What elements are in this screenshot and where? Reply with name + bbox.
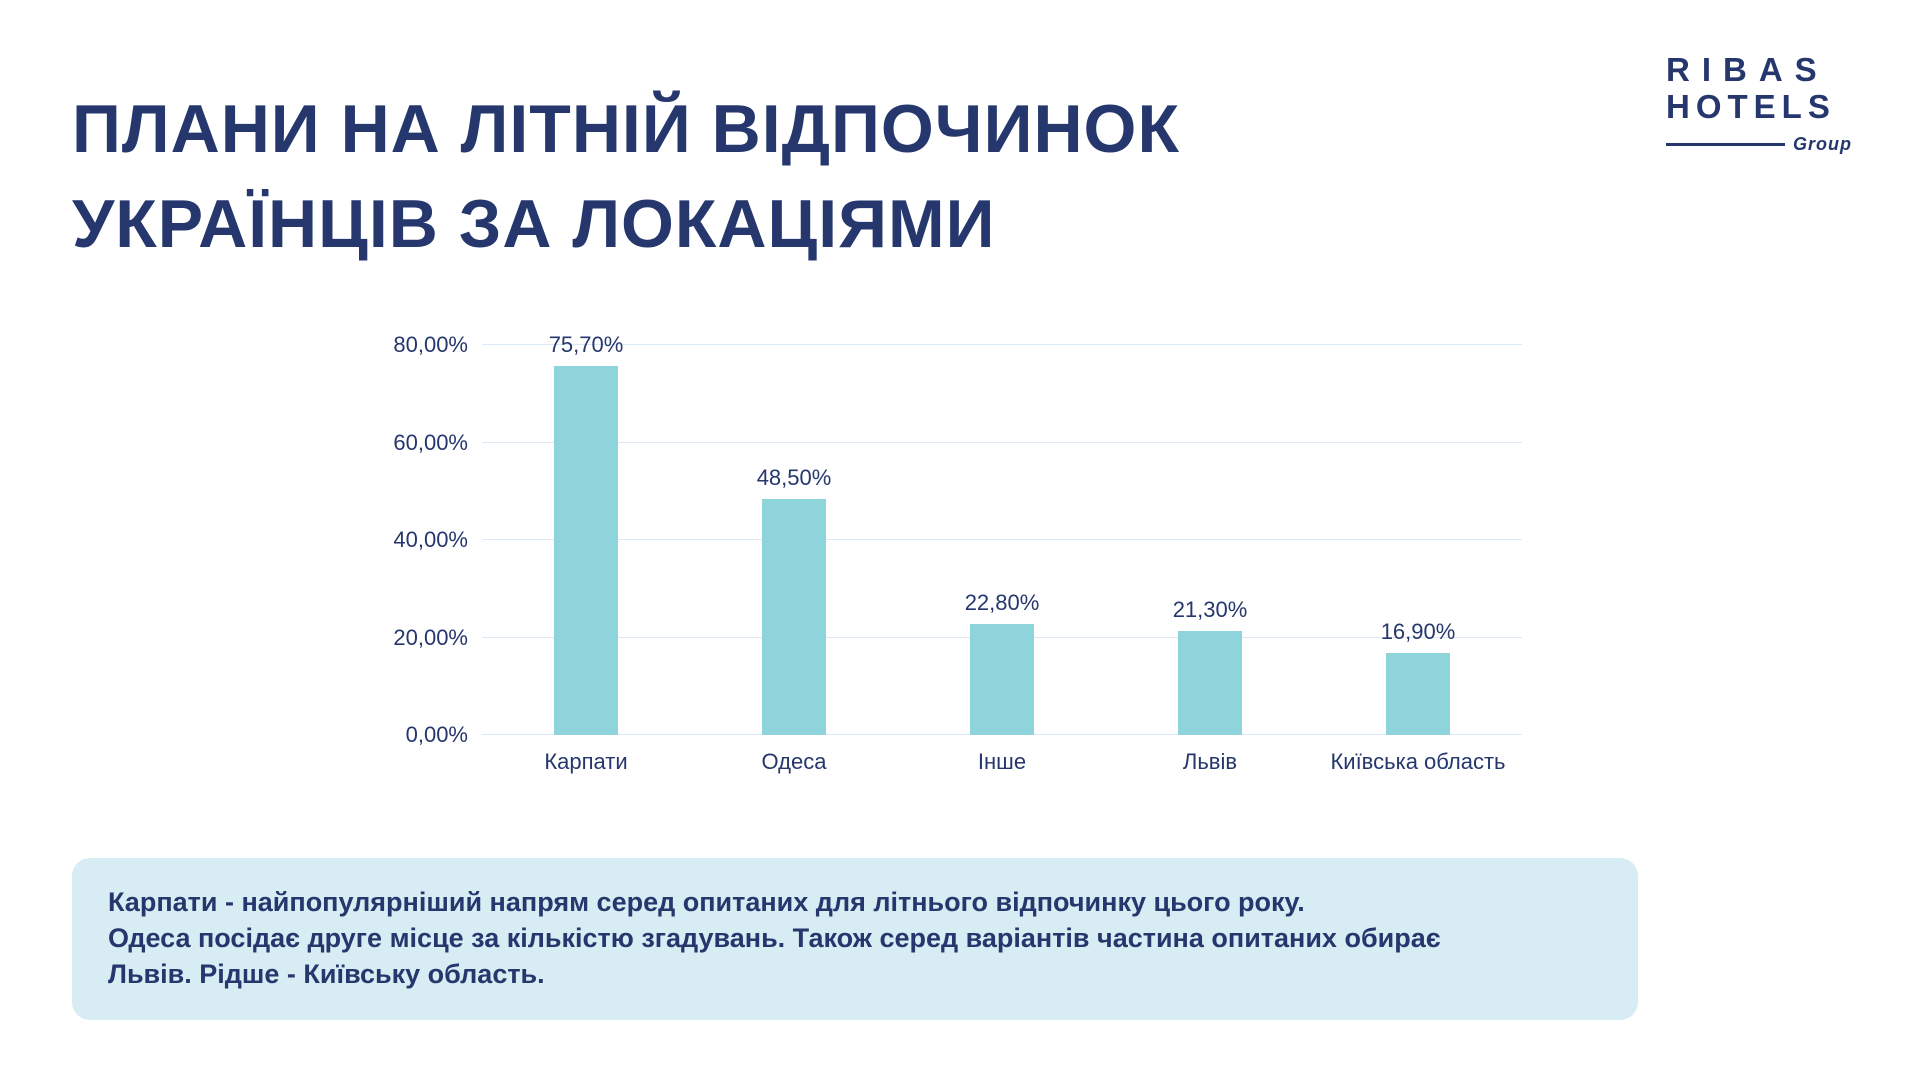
- logo-text-ribas: RIBAS: [1666, 51, 1829, 88]
- page-title: ПЛАНИ НА ЛІТНІЙ ВІДПОЧИНОК УКРАЇНЦІВ ЗА …: [72, 82, 1180, 272]
- y-axis-tick-label: 60,00%: [393, 429, 468, 455]
- bar: [554, 365, 618, 735]
- y-axis-tick-label: 80,00%: [393, 332, 468, 357]
- bar-group-5: 16,90%: [1314, 345, 1522, 735]
- gridline: [482, 539, 1522, 540]
- bar-value-label: 21,30%: [1172, 597, 1248, 623]
- bar-group-4: 21,30%: [1106, 345, 1314, 735]
- page-title-line2: УКРАЇНЦІВ ЗА ЛОКАЦІЯМИ: [72, 185, 996, 262]
- x-axis-category-label: Інше: [977, 749, 1027, 774]
- summary-note-line: Львів. Рідше - Київську область.: [108, 958, 545, 989]
- bar: [762, 498, 826, 735]
- plot-area-wrap: 75,70% 48,50% 22,80% 21,30% 16,90% Карпати Од…: [482, 332, 1522, 775]
- logo-rule-line: [1666, 142, 1785, 146]
- x-axis-category-label: Карпати: [544, 749, 628, 774]
- bar-value-label: 22,80%: [964, 589, 1040, 615]
- bars-container: 75,70% 48,50% 22,80% 21,30% 16,90%: [482, 332, 1522, 735]
- y-axis: 0,00% 20,00% 40,00% 60,00% 80,00%: [382, 332, 482, 747]
- plot-area: 75,70% 48,50% 22,80% 21,30% 16,90%: [482, 332, 1522, 735]
- bar: [970, 623, 1034, 735]
- x-axis-category-label: Київська область: [1330, 749, 1506, 774]
- y-axis-tick-label: 0,00%: [405, 722, 468, 747]
- bar: [1178, 631, 1242, 735]
- bar-group-1: 75,70%: [482, 332, 690, 735]
- logo-text-group: Group: [1793, 133, 1852, 154]
- y-axis-tick-label: 40,00%: [393, 527, 468, 552]
- page-title-line1: ПЛАНИ НА ЛІТНІЙ ВІДПОЧИНОК: [72, 90, 1180, 167]
- bar-group-2: 48,50%: [690, 345, 898, 735]
- summary-note-line: Одеса посідає друге місце за кількістю з…: [108, 922, 1441, 953]
- bar-group-3: 22,80%: [898, 345, 1106, 735]
- gridline: [482, 441, 1522, 443]
- x-axis-category-label: Львів: [1182, 749, 1238, 774]
- bar-value-label: 16,90%: [1380, 618, 1456, 644]
- bar-chart: 0,00% 20,00% 40,00% 60,00% 80,00% 75,70% 48,5…: [382, 332, 1522, 775]
- bar-value-label: 48,50%: [756, 464, 832, 490]
- x-axis-labels: Карпати Одеса Інше Львів Київська область: [482, 749, 1522, 775]
- logo-subline: Group: [1666, 134, 1852, 155]
- x-axis-category-label: Одеса: [761, 749, 827, 774]
- y-axis-tick-label: 20,00%: [393, 624, 468, 650]
- summary-note-line: Карпати - найпопулярніший напрям серед о…: [108, 887, 1305, 917]
- bar: [1386, 652, 1450, 735]
- logo-text-hotels: HOTELS: [1666, 87, 1836, 125]
- gridline: [482, 344, 1522, 345]
- bar-value-label: 75,70%: [548, 331, 624, 357]
- ribas-hotels-logo: RIBAS HOTELS Group: [1666, 51, 1852, 155]
- summary-note: Карпати - найпопулярніший напрям серед о…: [72, 858, 1638, 1020]
